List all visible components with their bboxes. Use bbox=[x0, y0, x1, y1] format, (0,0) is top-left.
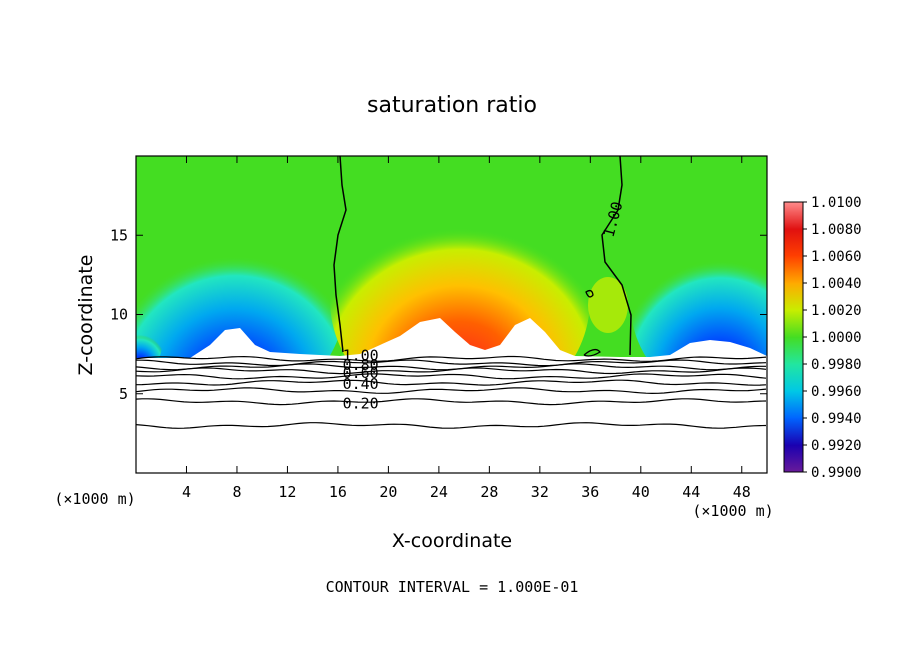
y-tick-label: 10 bbox=[110, 306, 128, 324]
x-tick-label: 32 bbox=[531, 483, 549, 501]
contour-1-loop bbox=[585, 289, 594, 298]
x-tick-label: 24 bbox=[430, 483, 448, 501]
contour-label: 0.20 bbox=[343, 394, 379, 412]
x-unit-label-right: (×1000 m) bbox=[692, 502, 773, 520]
colorbar-label: 0.9980 bbox=[811, 357, 862, 373]
colorbar-label: 1.0080 bbox=[811, 222, 862, 238]
x-tick-label: 44 bbox=[682, 483, 700, 501]
contour-label: 0.80 bbox=[343, 356, 379, 374]
plot-area: 1.000.800.600.400.201.00 bbox=[136, 156, 767, 473]
y-tick-label: 5 bbox=[119, 385, 128, 403]
colorbar-label: 0.9960 bbox=[811, 384, 862, 400]
colorbar-segment bbox=[784, 445, 803, 473]
x-axis: 4 8 12 16 20 24 28 32 36 40 44 48 bbox=[182, 156, 751, 501]
colorbar-segment bbox=[784, 337, 803, 365]
colorbar-segment bbox=[784, 283, 803, 311]
colorbar-label: 0.9940 bbox=[811, 411, 862, 427]
contour-line bbox=[136, 398, 767, 406]
colorbar-segment bbox=[784, 256, 803, 284]
colorbar-segment bbox=[784, 364, 803, 392]
x-tick-label: 48 bbox=[733, 483, 751, 501]
y-axis: 5 10 15 bbox=[110, 226, 767, 403]
colorbar-segment bbox=[784, 202, 803, 230]
terrain-mask bbox=[136, 318, 767, 473]
colorbar-label: 1.0060 bbox=[811, 249, 862, 265]
x-tick-label: 28 bbox=[480, 483, 498, 501]
y-axis-label: Z-coordinate bbox=[75, 255, 97, 376]
contour-1-left bbox=[333, 156, 347, 353]
contour-interval-note: CONTOUR INTERVAL = 1.000E-01 bbox=[326, 578, 579, 596]
x-unit-label-left: (×1000 m) bbox=[54, 490, 135, 508]
contour-lines bbox=[136, 355, 767, 429]
colorbar-label: 1.0020 bbox=[811, 303, 862, 319]
chart-title: saturation ratio bbox=[367, 93, 537, 118]
x-tick-label: 40 bbox=[632, 483, 650, 501]
colorbar-label: 0.9920 bbox=[811, 438, 862, 454]
contour-line bbox=[136, 359, 767, 367]
x-tick-label: 4 bbox=[182, 483, 191, 501]
contour-line bbox=[136, 387, 767, 395]
contour-line bbox=[136, 367, 767, 375]
contour-label: 1.00 bbox=[343, 347, 379, 365]
x-tick-label: 8 bbox=[232, 483, 241, 501]
contour-label: 0.40 bbox=[343, 375, 379, 393]
colorbar-segment bbox=[784, 391, 803, 419]
x-tick-label: 12 bbox=[278, 483, 296, 501]
colorbar-label: 1.0000 bbox=[811, 330, 862, 346]
colorbar-segment bbox=[784, 310, 803, 338]
colorbar-label: 1.0040 bbox=[811, 276, 862, 292]
x-tick-label: 36 bbox=[581, 483, 599, 501]
colorbar-segment bbox=[784, 229, 803, 257]
contour-1-right bbox=[601, 156, 632, 356]
contour-line bbox=[136, 379, 767, 386]
warm-region-small bbox=[588, 277, 628, 333]
x-axis-label: X-coordinate bbox=[392, 530, 512, 552]
colorbar-label: 0.9900 bbox=[811, 465, 862, 481]
x-tick-label: 16 bbox=[329, 483, 347, 501]
colorbar-label: 1.0100 bbox=[811, 195, 862, 211]
x-tick-label: 20 bbox=[379, 483, 397, 501]
y-tick-label: 15 bbox=[110, 226, 128, 244]
contour-label: 0.60 bbox=[343, 364, 379, 382]
contour-line bbox=[136, 422, 767, 429]
contour-labels: 1.000.800.600.400.201.00 bbox=[343, 200, 627, 413]
colorbar: 0.9900 0.9920 0.9940 0.9960 0.9980 1.0000 1.00… bbox=[783, 195, 862, 481]
contour-line bbox=[136, 373, 767, 380]
colorbar-segment bbox=[784, 418, 803, 446]
contour-1-bottom bbox=[583, 348, 601, 357]
